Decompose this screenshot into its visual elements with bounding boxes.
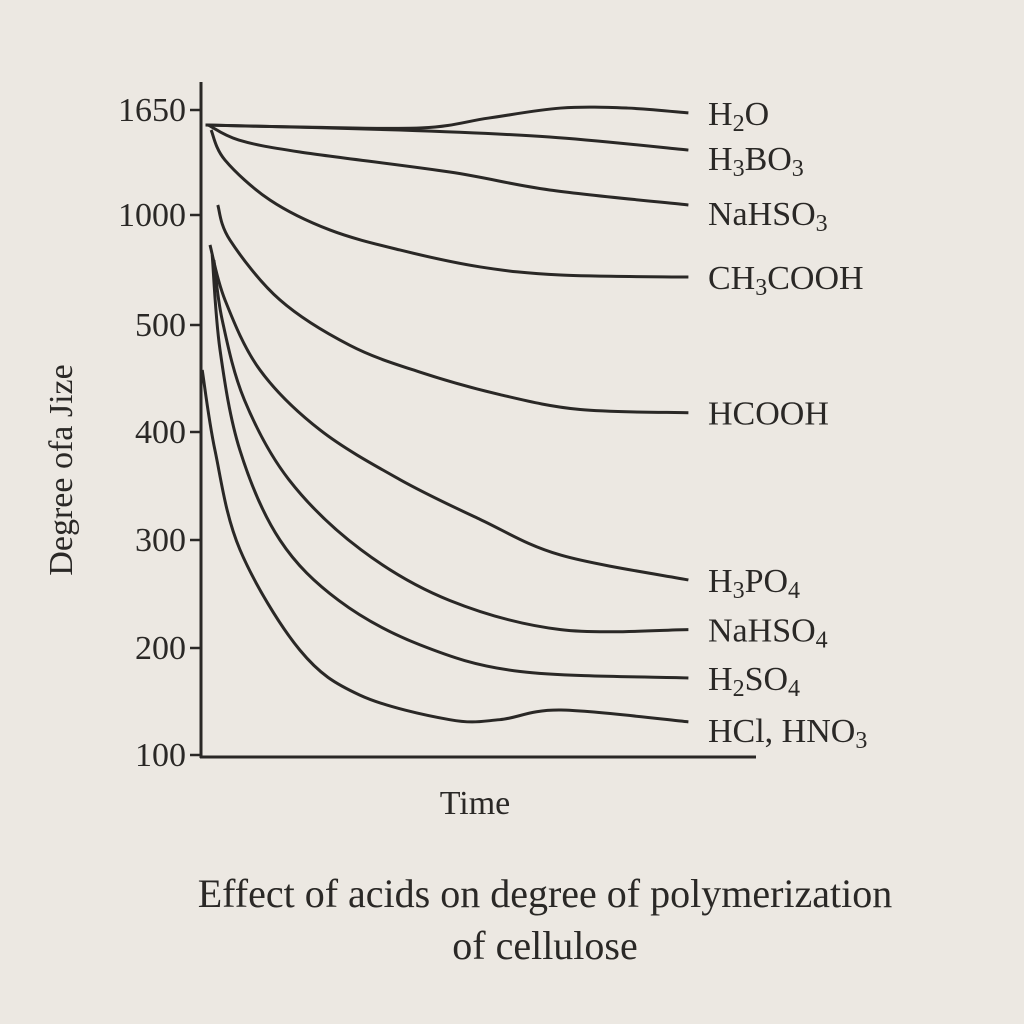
- series-label-hcl-hno3: HCl, HNO3: [708, 713, 867, 754]
- x-axis-label: Time: [440, 785, 511, 822]
- series-label-ch3cooh: CH3COOH: [708, 260, 864, 301]
- series-line-nahso3: [207, 123, 689, 207]
- series-label-h3po4: H3PO4: [708, 563, 800, 604]
- y-tick-label: 1650: [118, 92, 186, 129]
- series-line-h2so4: [210, 254, 689, 680]
- chart-title-line-2: of cellulose: [452, 923, 638, 968]
- series-line-h3bo3: [205, 123, 689, 152]
- chart-title-line-1: Effect of acids on degree of polymerizat…: [197, 871, 893, 916]
- series-line-hcl-hno3: [200, 369, 689, 724]
- series-line-nahso4: [212, 259, 689, 634]
- series-label-nahso4: NaHSO4: [708, 613, 828, 654]
- y-tick-label: 500: [135, 307, 186, 344]
- y-tick-label: 200: [135, 630, 186, 667]
- series-label-nahso3: NaHSO3: [708, 196, 828, 237]
- series-line-hcooh: [216, 204, 689, 415]
- series-line-ch3cooh: [209, 129, 689, 279]
- y-tick-label: 300: [135, 522, 186, 559]
- y-tick-label: 100: [135, 737, 186, 774]
- series-label-h3bo3: H3BO3: [708, 141, 804, 182]
- series-label-h2so4: H2SO4: [708, 661, 800, 702]
- series-line-h3po4: [208, 244, 689, 582]
- series-label-hcooh: HCOOH: [708, 396, 829, 433]
- y-tick-label: 400: [135, 414, 186, 451]
- y-tick-label: 1000: [118, 197, 186, 234]
- y-axis-label: Degree ofa Jize: [43, 364, 80, 575]
- series-label-h2o: H2O: [708, 96, 769, 137]
